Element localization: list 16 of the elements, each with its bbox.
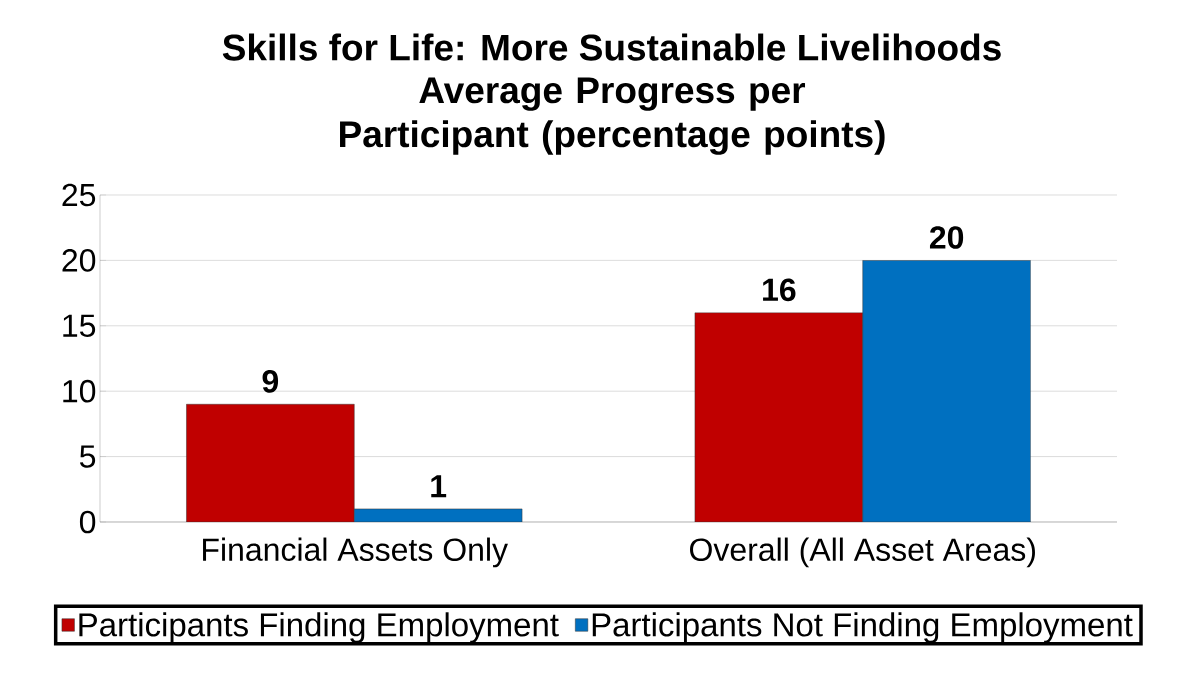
y-tick-label: 20 (62, 249, 96, 272)
data-label: 1 (431, 475, 447, 498)
y-tick-label: 25 (62, 183, 96, 207)
y-tick-label: 15 (63, 314, 96, 337)
chart-subtitle: Average Progress per Participant (percentage points) (340, 77, 885, 155)
y-tick-label: 5 (79, 445, 96, 468)
data-label: 16 (763, 278, 796, 302)
y-tick-label: 10 (63, 379, 96, 403)
y-tick-label: 0 (79, 510, 96, 534)
chart-title: Skills for Life: More Sustainable Livelihoods (222, 33, 1001, 61)
legend-label: Participants Not Finding Employment (592, 612, 1133, 644)
data-label: 9 (262, 370, 279, 393)
x-tick-label: Financial Assets Only (203, 537, 508, 568)
legend-label: Participants Finding Employment (79, 612, 559, 644)
x-tick-label: Overall (All Asset Areas) (690, 537, 1035, 568)
data-label: 20 (929, 226, 964, 249)
